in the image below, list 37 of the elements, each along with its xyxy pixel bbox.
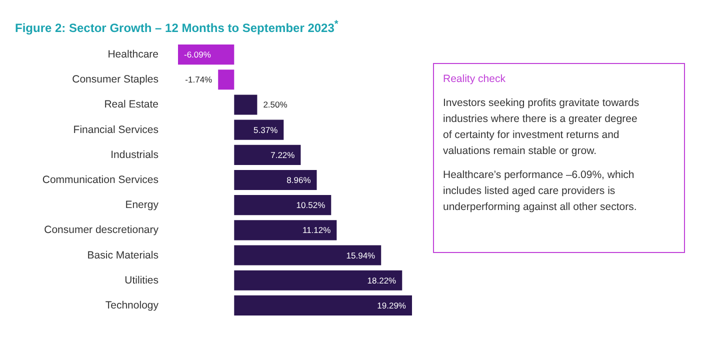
data-label: 2.50% <box>263 100 288 110</box>
bar <box>234 144 301 165</box>
data-label: 5.37% <box>254 124 278 135</box>
data-label: -6.09% <box>184 50 212 60</box>
data-label: -1.74% <box>185 74 213 85</box>
bar <box>218 70 234 90</box>
bar <box>234 220 337 240</box>
bar <box>234 270 402 290</box>
text: Healthcare’s performance –6.09%, which includes listed aged care providers is underperforming against all other sectors. <box>443 169 637 213</box>
bar <box>234 245 382 266</box>
data-label: 10.52% <box>296 200 326 210</box>
y-tick-label: Technology <box>105 299 160 312</box>
y-tick-label: Consumer Staples <box>72 74 158 86</box>
data-label: 8.96% <box>286 175 312 185</box>
y-tick-label: Real Estate <box>104 98 159 111</box>
y-tick-label: Basic Materials <box>87 249 158 262</box>
y-tick-label: Financial Services <box>73 124 158 136</box>
text: Investors seeking profits gravitate towards industries where there is a greater degree of certainty for investment returns and valuations remain stable or grow. <box>443 97 640 157</box>
bar <box>234 120 284 140</box>
bar <box>234 170 317 190</box>
data-label: 18.22% <box>367 275 397 286</box>
data-label: 7.22% <box>270 150 296 160</box>
y-tick-label: Utilities <box>124 274 158 286</box>
bar <box>234 295 412 316</box>
text: Reality check <box>443 73 506 85</box>
data-label: 19.29% <box>377 300 406 310</box>
y-tick-label: Industrials <box>110 148 158 161</box>
chart-title: Figure 2: Sector Growth – 12 Months to September 2023$^{*}$ <box>15 19 338 35</box>
y-tick-label: Energy <box>125 199 160 212</box>
data-label: 15.94% <box>346 250 376 260</box>
y-tick-label: Healthcare <box>108 48 159 61</box>
y-tick-label: Consumer descretionary <box>44 224 160 236</box>
bar <box>234 195 332 216</box>
bar <box>178 44 234 65</box>
y-tick-label: Communication Services <box>42 174 158 186</box>
data-label: 11.12% <box>302 225 332 236</box>
bar <box>234 94 258 115</box>
